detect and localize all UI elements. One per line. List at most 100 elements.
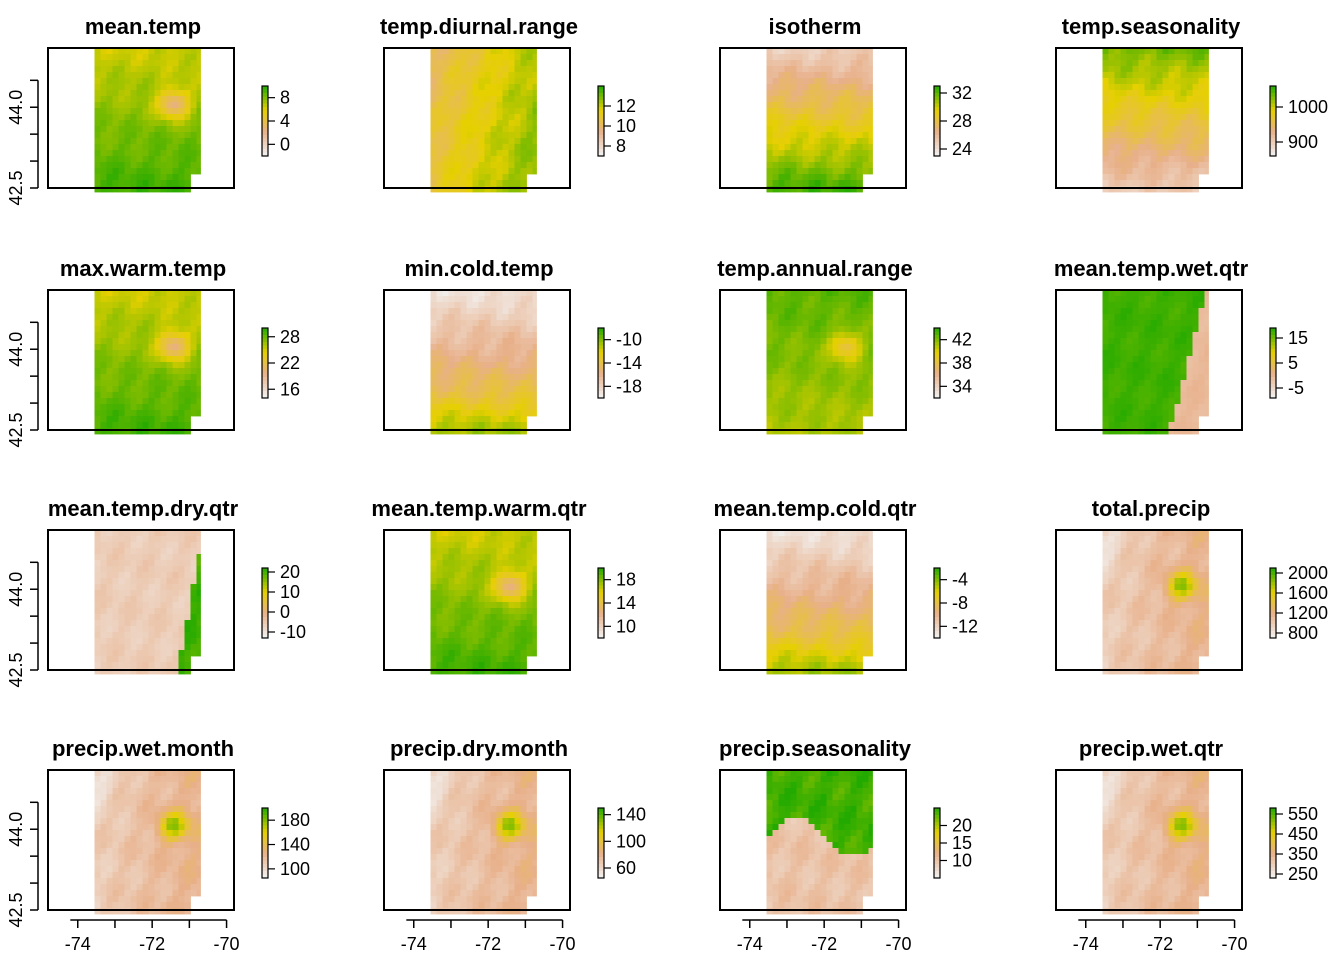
legend-tick-label: 450	[1288, 824, 1318, 844]
x-tick-label: -72	[139, 934, 165, 954]
legend-tick-label: 32	[952, 83, 972, 103]
legend: 140 100 60	[597, 805, 646, 879]
panel-title: precip.seasonality	[719, 736, 912, 761]
plot-frame	[47, 47, 235, 189]
plot-frame	[47, 769, 235, 911]
legend-tick-label: 38	[952, 353, 972, 373]
panel-title: precip.wet.month	[52, 736, 234, 761]
legend-tick-label: 60	[616, 858, 636, 878]
legend-tick-label: 15	[952, 833, 972, 853]
x-tick-label: -72	[475, 934, 501, 954]
raster	[766, 770, 873, 915]
plot-frame	[383, 289, 571, 431]
plot-frame	[383, 529, 571, 671]
raster	[766, 530, 873, 675]
panel-precip.dry.month: precip.dry.month -74 -72 -70 140 100 60	[383, 736, 646, 954]
panel-title: mean.temp.cold.qtr	[714, 496, 917, 521]
panel-title: precip.wet.qtr	[1079, 736, 1224, 761]
legend-tick-label: 0	[280, 134, 290, 154]
plot-frame	[1055, 47, 1243, 189]
plot-frame	[719, 47, 907, 189]
raster	[1102, 770, 1209, 915]
legend: 15 5 -5	[1269, 327, 1308, 399]
legend: 42 38 34	[933, 327, 972, 399]
x-tick-label: -72	[811, 934, 837, 954]
panel-temp.annual.range: temp.annual.range 42 38 34	[717, 256, 972, 435]
raster	[1102, 530, 1209, 675]
legend-tick-label: 100	[280, 859, 310, 879]
legend-tick-label: 0	[280, 602, 290, 622]
legend-tick-label: 800	[1288, 623, 1318, 643]
plot-frame	[719, 529, 907, 671]
legend-tick-label: 180	[280, 810, 310, 830]
legend-tick-label: 10	[616, 616, 636, 636]
legend-tick-label: 15	[1288, 328, 1308, 348]
raster	[766, 290, 873, 435]
x-tick-label: -70	[1222, 934, 1248, 954]
panel-isotherm: isotherm 32 28 24	[719, 14, 972, 193]
legend-tick-label: 42	[952, 330, 972, 350]
legend-tick-label: -10	[616, 330, 642, 350]
raster	[1102, 290, 1209, 435]
legend: 28 22 16	[261, 327, 300, 399]
legend-tick-label: 140	[616, 805, 646, 825]
panel-mean.temp.wet.qtr: mean.temp.wet.qtr 15 5 -5	[1054, 256, 1308, 435]
legend-tick-label: -12	[952, 616, 978, 636]
panel-title: mean.temp.warm.qtr	[371, 496, 587, 521]
legend-tick-label: 1000	[1288, 97, 1328, 117]
x-tick-label: -74	[1073, 934, 1099, 954]
legend: 1000 900	[1269, 85, 1328, 157]
legend-tick-label: -4	[952, 570, 968, 590]
legend-tick-label: 550	[1288, 804, 1318, 824]
legend: 32 28 24	[933, 83, 972, 159]
panel-title: min.cold.temp	[404, 256, 553, 281]
panel-title: isotherm	[769, 14, 862, 39]
legend-tick-label: 900	[1288, 132, 1318, 152]
legend-tick-label: 10	[616, 116, 636, 136]
panel-title: max.warm.temp	[60, 256, 226, 281]
legend-tick-label: 4	[280, 111, 290, 131]
raster	[1102, 48, 1209, 193]
legend-tick-label: 10	[952, 851, 972, 871]
legend-tick-label: 16	[280, 379, 300, 399]
legend: 18 14 10	[597, 567, 636, 639]
x-tick-label: -74	[401, 934, 427, 954]
legend-tick-label: 100	[616, 831, 646, 851]
panel-temp.seasonality: temp.seasonality 1000 900	[1055, 14, 1328, 193]
plot-frame	[383, 769, 571, 911]
y-tick-label: 44.0	[6, 812, 26, 847]
panel-title: total.precip	[1092, 496, 1211, 521]
legend: 180 140 100	[261, 807, 310, 879]
panel-title: temp.seasonality	[1062, 14, 1241, 39]
x-tick-label: -72	[1147, 934, 1173, 954]
raster	[430, 290, 537, 435]
y-tick-label: 42.5	[6, 412, 26, 447]
raster	[430, 770, 537, 915]
y-tick-label: 44.0	[6, 90, 26, 125]
legend-tick-label: 28	[280, 327, 300, 347]
legend-tick-label: -8	[952, 593, 968, 613]
x-tick-label: -70	[550, 934, 576, 954]
legend-tick-label: 2000	[1288, 563, 1328, 583]
panel-title: temp.annual.range	[717, 256, 913, 281]
legend-tick-label: -14	[616, 353, 642, 373]
legend-tick-label: 34	[952, 376, 972, 396]
panel-title: mean.temp.dry.qtr	[48, 496, 239, 521]
legend-tick-label: 20	[952, 816, 972, 836]
raster	[94, 770, 201, 915]
plot-frame	[719, 769, 907, 911]
y-tick-label: 42.5	[6, 652, 26, 687]
legend-tick-label: 1200	[1288, 603, 1328, 623]
legend-tick-label: 12	[616, 96, 636, 116]
legend-tick-label: 8	[280, 88, 290, 108]
legend-tick-label: 10	[280, 582, 300, 602]
x-tick-label: -70	[886, 934, 912, 954]
panel-title: temp.diurnal.range	[380, 14, 578, 39]
